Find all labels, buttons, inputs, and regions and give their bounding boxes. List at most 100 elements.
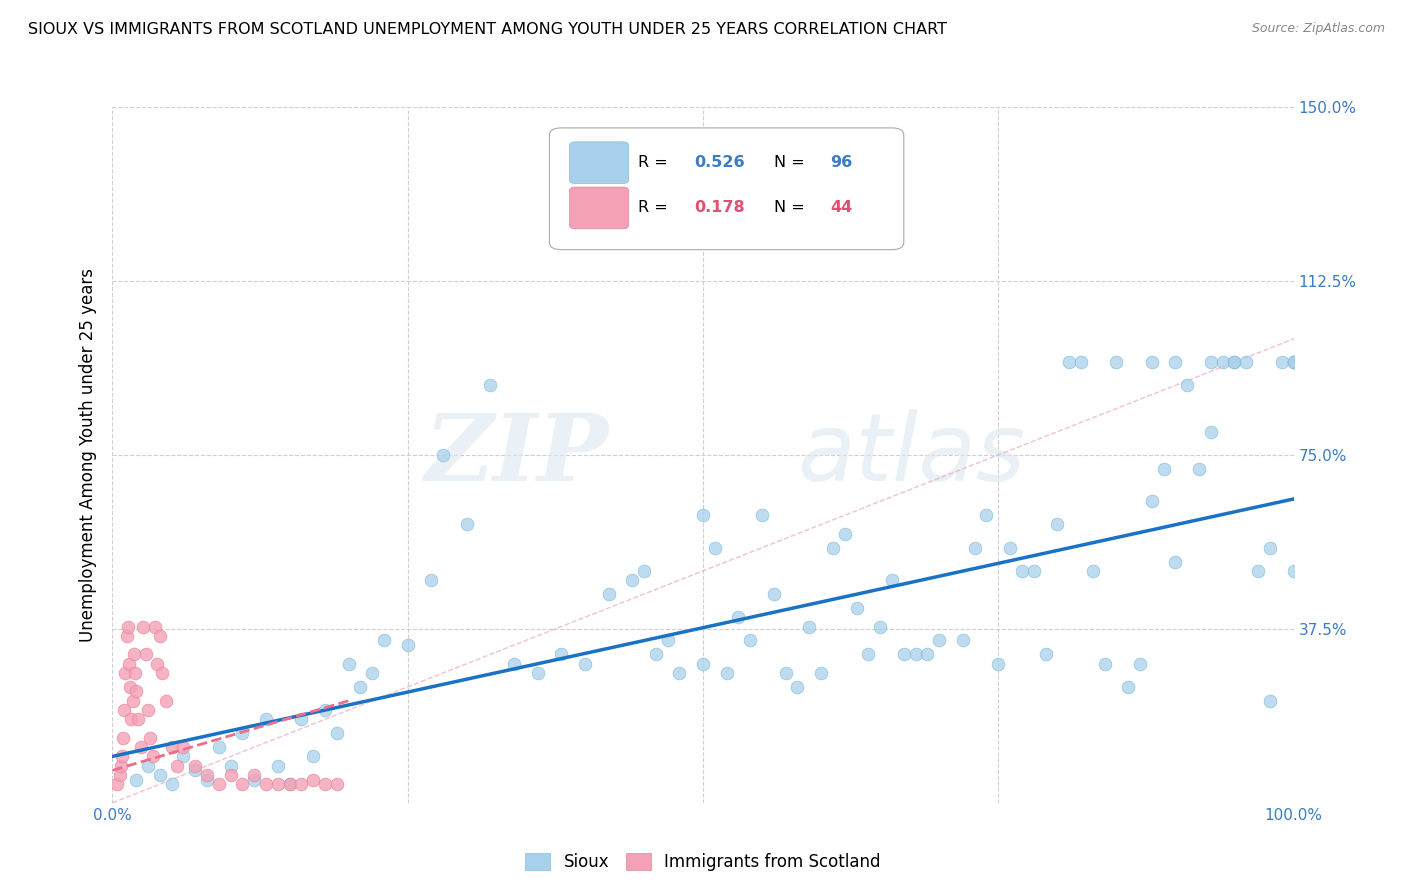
Point	[195, 772, 218, 787]
Point	[219, 768, 242, 782]
Point	[125, 772, 148, 787]
Point	[118, 657, 141, 671]
Point	[111, 749, 134, 764]
Text: ZIP: ZIP	[425, 410, 609, 500]
Point	[621, 573, 644, 587]
Point	[143, 619, 166, 633]
Point	[893, 648, 915, 662]
Point	[125, 684, 148, 698]
Point	[1022, 564, 1045, 578]
Point	[1116, 680, 1139, 694]
Point	[146, 657, 169, 671]
Point	[633, 564, 655, 578]
Point	[184, 758, 207, 772]
Point	[657, 633, 679, 648]
Point	[998, 541, 1021, 555]
Text: 0.526: 0.526	[695, 155, 745, 170]
Point	[120, 680, 142, 694]
Point	[105, 777, 128, 791]
Point	[122, 648, 145, 662]
Point	[952, 633, 974, 648]
Point	[574, 657, 596, 671]
Point	[373, 633, 395, 648]
Point	[869, 619, 891, 633]
Point	[314, 703, 336, 717]
Point	[1164, 555, 1187, 569]
Text: SIOUX VS IMMIGRANTS FROM SCOTLAND UNEMPLOYMENT AMONG YOUTH UNDER 25 YEARS CORREL: SIOUX VS IMMIGRANTS FROM SCOTLAND UNEMPL…	[28, 22, 948, 37]
Point	[751, 508, 773, 523]
Point	[166, 758, 188, 772]
Text: R =: R =	[638, 201, 673, 216]
Point	[1175, 378, 1198, 392]
Point	[160, 740, 183, 755]
Point	[208, 740, 231, 755]
Point	[786, 680, 808, 694]
Point	[314, 777, 336, 791]
Point	[132, 619, 155, 633]
Point	[243, 772, 266, 787]
Point	[361, 665, 384, 680]
Point	[692, 657, 714, 671]
Point	[550, 648, 572, 662]
Point	[112, 703, 135, 717]
Point	[845, 601, 868, 615]
Point	[479, 378, 502, 392]
Point	[349, 680, 371, 694]
Text: 96: 96	[831, 155, 853, 170]
Y-axis label: Unemployment Among Youth under 25 years: Unemployment Among Youth under 25 years	[79, 268, 97, 642]
Point	[1094, 657, 1116, 671]
Legend: Sioux, Immigrants from Scotland: Sioux, Immigrants from Scotland	[519, 847, 887, 878]
Point	[775, 665, 797, 680]
Point	[1234, 355, 1257, 369]
Point	[420, 573, 443, 587]
Point	[149, 629, 172, 643]
Point	[1282, 355, 1305, 369]
Point	[290, 777, 312, 791]
Point	[1282, 564, 1305, 578]
Point	[834, 526, 856, 541]
Point	[1188, 462, 1211, 476]
Point	[1129, 657, 1152, 671]
Text: atlas: atlas	[797, 409, 1026, 500]
Point	[149, 768, 172, 782]
Point	[1140, 355, 1163, 369]
Point	[1011, 564, 1033, 578]
Point	[337, 657, 360, 671]
Point	[1105, 355, 1128, 369]
Point	[150, 665, 173, 680]
Point	[526, 665, 548, 680]
Text: N =: N =	[773, 201, 810, 216]
Point	[810, 665, 832, 680]
Point	[160, 777, 183, 791]
Point	[267, 758, 290, 772]
Point	[127, 712, 149, 726]
Point	[1223, 355, 1246, 369]
Point	[821, 541, 844, 555]
Point	[1247, 564, 1270, 578]
Point	[278, 777, 301, 791]
Point	[136, 703, 159, 717]
Point	[703, 541, 725, 555]
Point	[1046, 517, 1069, 532]
Point	[243, 768, 266, 782]
Point	[231, 777, 253, 791]
Point	[267, 777, 290, 791]
Point	[963, 541, 986, 555]
FancyBboxPatch shape	[569, 142, 628, 184]
Point	[762, 587, 785, 601]
Point	[1153, 462, 1175, 476]
FancyBboxPatch shape	[550, 128, 904, 250]
Point	[135, 648, 157, 662]
Text: R =: R =	[638, 155, 673, 170]
Point	[740, 633, 762, 648]
Point	[396, 638, 419, 652]
Point	[114, 665, 136, 680]
Point	[231, 726, 253, 740]
Point	[155, 694, 177, 708]
Point	[172, 749, 194, 764]
Point	[503, 657, 526, 671]
Point	[799, 619, 821, 633]
Point	[644, 648, 666, 662]
Point	[928, 633, 950, 648]
Point	[1271, 355, 1294, 369]
